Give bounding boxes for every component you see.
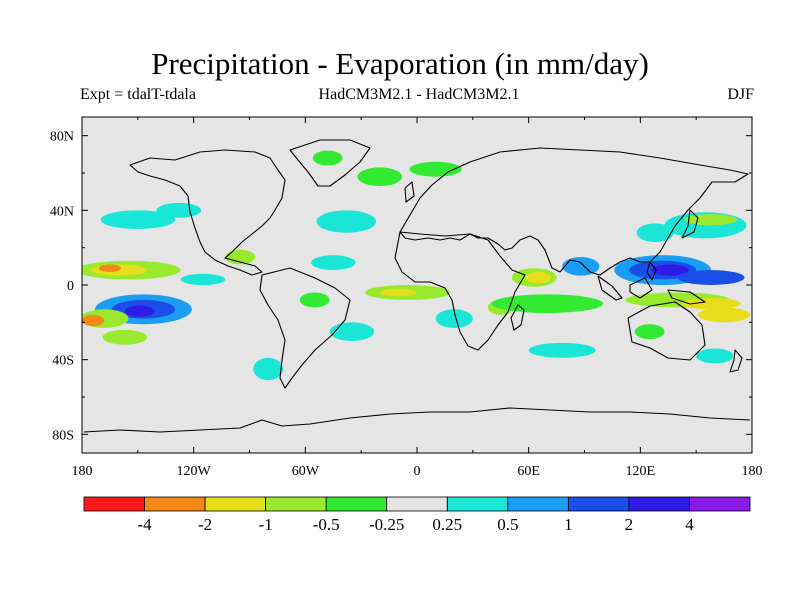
- coastline-eurasia: [399, 147, 749, 276]
- y-tick-label: 40S: [52, 354, 74, 369]
- coastline-south-america: [259, 267, 351, 389]
- season-label: DJF: [727, 86, 754, 103]
- coastline-africa: [394, 231, 526, 351]
- field-region-north-pacific-wet-2: [156, 202, 202, 218]
- coastline-new-guinea: [667, 289, 706, 305]
- coastline-north-america: [129, 149, 286, 276]
- coastline-layer: [83, 139, 751, 433]
- field-region-south-atlantic-wet: [329, 322, 375, 341]
- coastline-antarctica: [83, 407, 751, 433]
- experiment-label: Expt = tdalT-tdala: [80, 86, 196, 103]
- field-region-maritime-dry-core: [681, 298, 741, 310]
- field-region-indian-ocean-dry-band: [491, 294, 604, 313]
- x-tick-label: 120W: [177, 464, 212, 479]
- field-region-south-indian-wet: [528, 342, 596, 358]
- field-region-north-atlantic-wet-2: [310, 255, 356, 271]
- field-region-tasman-wet: [696, 348, 734, 364]
- colorbar-label: 2: [625, 515, 634, 534]
- coastline-japan: [681, 209, 699, 239]
- x-tick-label: 60W: [292, 464, 320, 479]
- colorbar-swatch: [325, 496, 388, 512]
- colorbar-label: -4: [137, 515, 152, 534]
- field-region-southern-ocean-wet: [253, 357, 283, 381]
- x-tick-label: 120E: [626, 464, 656, 479]
- field-region-south-pacific-wet-core: [124, 305, 155, 317]
- coastline-sumatra: [597, 275, 623, 301]
- colorbar-swatch: [689, 496, 751, 512]
- colorbar-swatch: [144, 496, 206, 512]
- field-region-nordic-dry: [409, 161, 462, 177]
- x-tick-label: 180: [742, 464, 763, 479]
- y-tick-label: 0: [67, 279, 74, 294]
- coastline-philippines: [646, 261, 657, 281]
- field-region-atlantic-itcz-dry-core: [379, 288, 417, 297]
- coastline-australia: [627, 301, 706, 361]
- colorbar-swatch: [628, 496, 690, 512]
- y-axis: 80N 40N 0 40S 80S: [50, 130, 752, 443]
- coastline-borneo: [629, 277, 653, 299]
- colorbar-label: -1: [259, 515, 273, 534]
- colorbar-label: 0.25: [432, 515, 462, 534]
- coastline-uk: [404, 181, 415, 203]
- x-tick-label: 60E: [517, 464, 540, 479]
- x-tick-label: 0: [414, 464, 421, 479]
- field-region-central-pacific-dry-red: [98, 264, 122, 272]
- chart-title: Precipitation - Evaporation (in mm/day): [151, 46, 649, 81]
- field-region-north-atlantic-wet: [316, 210, 377, 233]
- coastline-new-zealand: [729, 349, 743, 373]
- field-region-east-pacific-wet: [180, 273, 226, 285]
- field-region-east-asia-wet: [636, 223, 674, 243]
- field-region-australia-dry: [634, 324, 665, 340]
- field-region-north-atlantic-dry: [357, 167, 403, 187]
- x-axis: 180 120W 60W 0 60E 120E 180: [72, 117, 763, 479]
- colorbar-label: 4: [685, 515, 694, 534]
- coastline-greenland: [289, 139, 371, 187]
- field-region-arabian-sea-dry-core: [524, 271, 551, 284]
- colorbar-label: 0.5: [497, 515, 518, 534]
- field-region-se-pacific-dry: [102, 329, 148, 345]
- colorbar-swatch: [386, 496, 448, 512]
- colorbar-swatch: [567, 496, 630, 512]
- colorbar-label: 1: [564, 515, 573, 534]
- field-region-africa-wet: [435, 309, 473, 328]
- colorbar-label: -2: [198, 515, 212, 534]
- field-region-warm-pool-wet-core: [651, 264, 689, 276]
- coastline-madagascar: [510, 304, 525, 331]
- field-layer: [82, 150, 751, 381]
- colorbar-swatch: [507, 496, 569, 512]
- field-region-greenland-dry: [312, 150, 343, 166]
- field-region-amazon-dry: [299, 292, 330, 308]
- field-region-bay-of-bengal-wet: [562, 257, 600, 276]
- colorbar-swatch: [204, 496, 267, 512]
- field-region-mexico-dry: [225, 249, 256, 265]
- colorbar-swatch: [83, 496, 145, 512]
- colorbar-label: -0.25: [369, 515, 404, 534]
- colorbar-swatch: [446, 496, 509, 512]
- field-region-west-pacific-wet-east: [677, 270, 745, 285]
- field-region-sw-pacific-dry-core: [82, 314, 105, 327]
- field-region-spcz-dry: [698, 307, 751, 323]
- colorbar: -4 -2 -1 -0.5 -0.25 0.25 0.5 1 2 4: [83, 496, 751, 534]
- colorbar-label: -0.5: [313, 515, 340, 534]
- model-comparison-label: HadCM3M2.1 - HadCM3M2.1: [318, 86, 520, 103]
- field-region-north-west-pacific-dry: [685, 214, 738, 226]
- y-tick-label: 80S: [52, 428, 74, 443]
- colorbar-swatch: [265, 496, 327, 512]
- x-tick-label: 180: [72, 464, 93, 479]
- y-tick-label: 40N: [50, 204, 74, 219]
- y-tick-label: 80N: [50, 130, 74, 145]
- field-region-north-pacific-wet: [100, 210, 176, 230]
